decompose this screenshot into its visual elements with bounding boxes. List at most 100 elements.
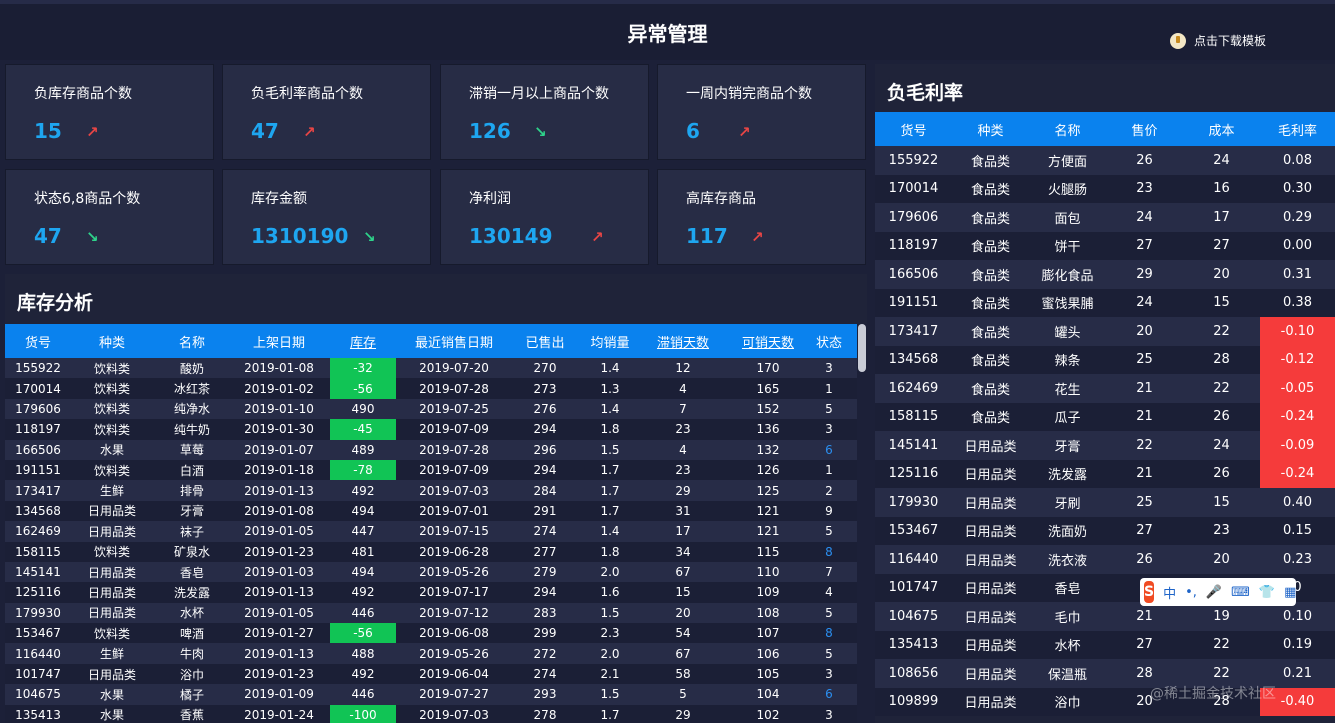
table-row[interactable]: 153467 日用品类 洗面奶 27 23 0.15 [875, 516, 1335, 545]
table-row[interactable]: 166506 水果 草莓 2019-01-07 489 2019-07-28 296 1.5 4… [5, 439, 867, 460]
table-row[interactable]: 179930 日用品类 牙刷 25 15 0.40 [875, 488, 1335, 517]
table-cell: -56 [327, 378, 399, 399]
table-row[interactable]: 162469 食品类 花生 21 22 -0.05 [875, 374, 1335, 403]
column-header[interactable]: 可销天数 [741, 335, 794, 351]
table-cell: 0.30 [1283, 181, 1312, 197]
column-header: 名称 [178, 335, 205, 351]
table-row[interactable]: 170014 饮料类 冰红茶 2019-01-02 -56 2019-07-28 273 1.… [5, 378, 867, 399]
table-row[interactable]: 108656 日用品类 保温瓶 28 22 0.21 [875, 659, 1335, 688]
table-row[interactable]: 104675 水果 橘子 2019-01-09 446 2019-07-27 293 1.5 5… [5, 684, 867, 705]
table-row[interactable]: 162469 日用品类 袜子 2019-01-05 447 2019-07-15 274 1.… [5, 521, 867, 542]
table-cell: 0 [1293, 580, 1302, 596]
table-cell: 191151 [15, 463, 61, 478]
column-header: 上架日期 [252, 335, 305, 351]
table-cell: 488 [351, 646, 375, 661]
table-row[interactable]: 191151 饮料类 白酒 2019-01-18 -78 2019-07-09 294 1.7… [5, 459, 867, 481]
table-row[interactable]: 179606 饮料类 纯净水 2019-01-10 490 2019-07-25 276 1.… [5, 398, 867, 420]
toolbox-icon[interactable]: ▦ [1284, 584, 1297, 600]
table-row[interactable]: 173417 生鲜 排骨 2019-01-13 492 2019-07-03 284 1.7 2… [5, 480, 867, 501]
table-cell: 27 [1136, 523, 1153, 539]
table-row[interactable]: 118197 饮料类 纯牛奶 2019-01-30 -45 2019-07-09 294 1.… [5, 419, 867, 440]
table-cell: 2019-01-05 [244, 605, 314, 620]
table-cell: 67 [675, 646, 691, 661]
table-row[interactable]: 118197 食品类 饼干 27 27 0.00 [875, 231, 1335, 260]
table-row[interactable]: 109899 日用品类 浴巾 20 28 -0.40 [875, 687, 1335, 716]
table-row[interactable]: 145141 日用品类 牙膏 22 24 -0.09 [875, 431, 1335, 460]
kpi-card[interactable]: 一周内销完商品个数 6 ↗ [657, 64, 866, 160]
table-cell: 橘子 [179, 687, 204, 702]
table-row[interactable]: 134568 日用品类 牙膏 2019-01-08 494 2019-07-01 291 1.… [5, 500, 867, 522]
table-row[interactable]: 134568 食品类 辣条 25 28 -0.12 [875, 345, 1335, 374]
table-row[interactable]: 116440 日用品类 洗衣液 26 20 0.23 [875, 545, 1335, 574]
column-header[interactable]: 滞销天数 [656, 335, 709, 351]
table-row[interactable]: 179930 日用品类 水杯 2019-01-05 446 2019-07-12 283 1.… [5, 602, 867, 624]
table-cell: 20 [675, 605, 691, 620]
table-cell: 1.5 [600, 687, 620, 702]
table-row[interactable]: 155922 饮料类 酸奶 2019-01-08 -32 2019-07-20 270 1.4… [5, 358, 867, 379]
table-row[interactable]: 166506 食品类 膨化食品 29 20 0.31 [875, 260, 1335, 289]
ime-toolbar[interactable]: S 中 •, 🎤 ⌨ 👕 ▦ [1140, 578, 1296, 606]
kpi-card[interactable]: 滞销一月以上商品个数 126 ↘ [440, 64, 649, 160]
table-cell: 492 [351, 667, 375, 682]
microphone-icon[interactable]: 🎤 [1205, 584, 1223, 600]
kpi-card[interactable]: 负毛利率商品个数 47 ↗ [222, 64, 431, 160]
kpi-card[interactable]: 高库存商品 117 ↗ [657, 169, 866, 265]
table-cell: 5 [825, 401, 833, 416]
kpi-card[interactable]: 净利润 130149 ↗ [440, 169, 649, 265]
table-cell: 饮料类 [93, 422, 130, 437]
kpi-value: 6 [686, 119, 700, 143]
table-row[interactable]: 170014 食品类 火腿肠 23 16 0.30 [875, 174, 1335, 203]
table-cell: 香蕉 [179, 708, 204, 723]
inventory-scrollbar[interactable] [857, 324, 867, 723]
table-cell: 2.3 [600, 626, 620, 641]
download-template-button[interactable]: 点击下载模板 [1170, 32, 1266, 49]
table-cell: 132 [756, 442, 780, 457]
table-cell: 日用品类 [87, 585, 136, 600]
kpi-card[interactable]: 负库存商品个数 15 ↗ [5, 64, 214, 160]
table-row[interactable]: 191151 食品类 蜜饯果脯 24 15 0.38 [875, 288, 1335, 317]
table-cell: 9 [825, 503, 833, 518]
kpi-card[interactable]: 状态6,8商品个数 47 ↘ [5, 169, 214, 265]
table-row[interactable]: 125116 日用品类 洗发露 21 26 -0.24 [875, 459, 1335, 488]
sogou-logo-icon[interactable]: S [1144, 581, 1155, 603]
table-cell: 2019-05-26 [419, 565, 489, 580]
table-row[interactable]: 158115 食品类 瓜子 21 26 -0.24 [875, 402, 1335, 431]
table-cell: 蜜饯果脯 [1041, 297, 1094, 313]
table-row[interactable]: 155922 食品类 方便面 26 24 0.08 [875, 146, 1335, 175]
table-cell: -0.12 [1260, 345, 1335, 374]
table-cell: 274 [533, 524, 557, 539]
table-cell: 0.29 [1283, 209, 1312, 225]
table-row[interactable]: 173417 食品类 罐头 20 22 -0.10 [875, 317, 1335, 346]
table-row[interactable]: 153467 饮料类 啤酒 2019-01-27 -56 2019-06-08 299 2.3… [5, 623, 867, 644]
table-row[interactable]: 179606 食品类 面包 24 17 0.29 [875, 203, 1335, 232]
table-cell: 134568 [888, 352, 939, 368]
table-row[interactable]: 125116 日用品类 洗发露 2019-01-13 492 2019-07-17 294 1… [5, 582, 867, 603]
column-header[interactable]: 库存 [349, 335, 376, 351]
table-row[interactable]: 158115 饮料类 矿泉水 2019-01-23 481 2019-06-28 277 1.… [5, 541, 867, 562]
table-row[interactable]: 135413 水果 香蕉 2019-01-24 -100 2019-07-03 278 1.7… [5, 704, 867, 723]
kpi-card[interactable]: 库存金额 1310190 ↘ [222, 169, 431, 265]
table-cell: 日用品类 [964, 610, 1017, 626]
trend-up-icon: ↗ [738, 123, 751, 141]
column-header: 名称 [1054, 123, 1081, 139]
kpi-label: 库存金额 [251, 191, 307, 207]
table-cell: 2019-01-02 [244, 381, 314, 396]
table-row[interactable]: 101747 日用品类 浴巾 2019-01-23 492 2019-06-04 274 2.… [5, 663, 867, 685]
table-row[interactable]: 104675 日用品类 毛巾 21 19 0.10 [875, 602, 1335, 631]
table-cell: 25 [1136, 494, 1153, 510]
table-cell: 2019-07-17 [419, 585, 489, 600]
table-cell: 日用品类 [964, 667, 1017, 683]
table-cell: 3 [825, 361, 833, 376]
ime-punctuation-icon[interactable]: •, [1185, 584, 1197, 600]
table-row[interactable]: 135413 日用品类 水杯 27 22 0.19 [875, 630, 1335, 659]
kpi-label: 负库存商品个数 [34, 86, 132, 102]
table-row[interactable]: 116440 生鲜 牛肉 2019-01-13 488 2019-05-26 272 2.0 6… [5, 643, 867, 664]
skin-icon[interactable]: 👕 [1258, 584, 1276, 600]
keyboard-icon[interactable]: ⌨ [1231, 584, 1250, 600]
scrollbar-thumb[interactable] [858, 324, 866, 372]
table-cell: 2019-07-01 [419, 503, 489, 518]
ime-chinese-mode-icon[interactable]: 中 [1163, 586, 1177, 602]
table-row[interactable]: 145141 日用品类 香皂 2019-01-03 494 2019-05-26 279 2.… [5, 561, 867, 583]
table-cell: 水果 [99, 443, 124, 458]
table-cell: 26 [1136, 152, 1153, 168]
